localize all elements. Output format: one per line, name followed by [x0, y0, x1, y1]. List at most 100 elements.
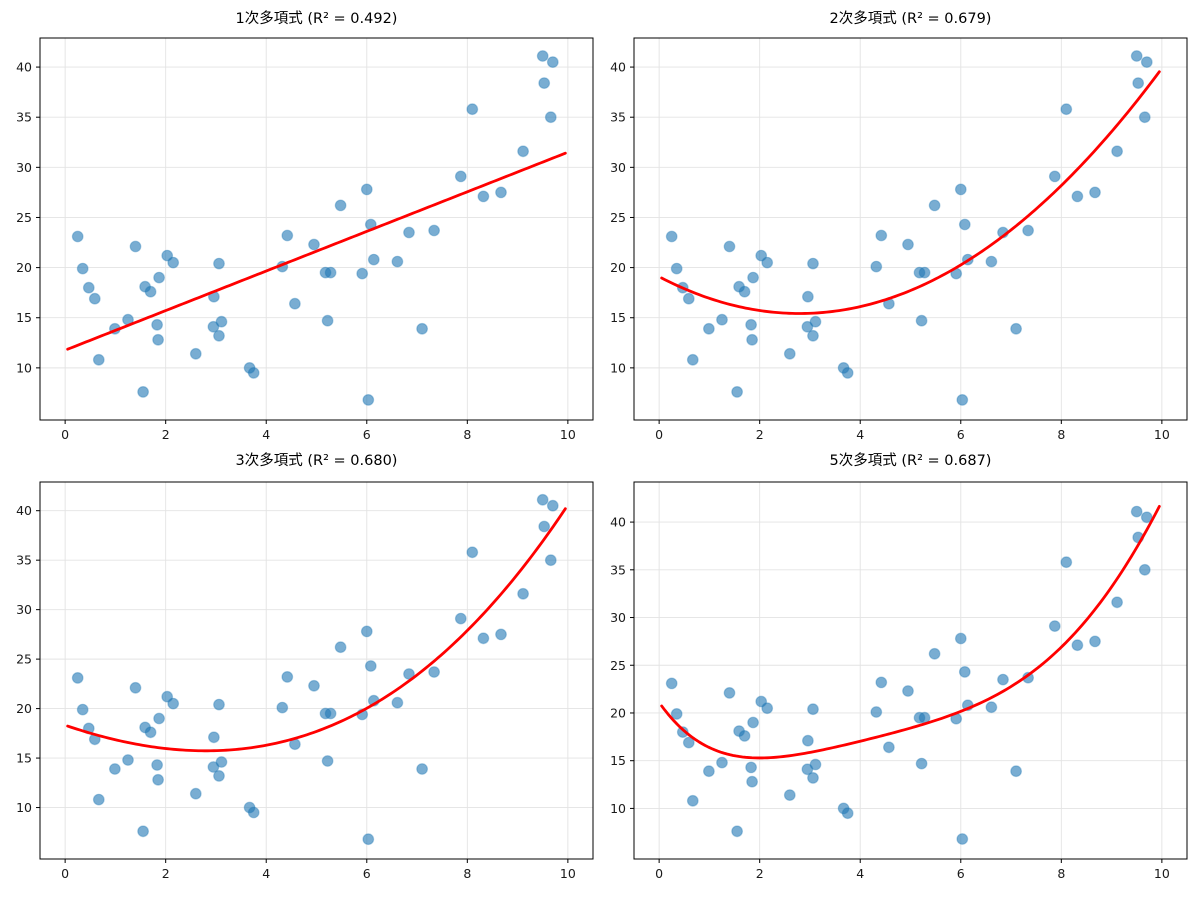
- data-point: [477, 632, 490, 645]
- grid-lines: [634, 482, 1187, 859]
- data-point: [670, 262, 683, 275]
- y-tick-label: 25: [610, 210, 626, 225]
- data-point: [1060, 556, 1073, 569]
- data-point: [783, 347, 796, 360]
- data-point: [956, 833, 969, 845]
- data-point: [71, 672, 84, 684]
- x-tick-label: 6: [957, 866, 965, 881]
- y-tick-label: 35: [16, 553, 32, 568]
- x-tick-label: 10: [560, 427, 576, 442]
- data-point: [108, 763, 121, 775]
- data-point: [137, 825, 150, 838]
- data-point: [308, 679, 320, 692]
- data-point: [207, 761, 220, 773]
- data-point: [428, 224, 441, 237]
- y-tick-label: 30: [610, 160, 626, 175]
- data-point: [122, 754, 134, 766]
- data-point: [745, 761, 757, 774]
- data-point: [870, 706, 883, 718]
- data-point: [362, 394, 375, 406]
- data-point: [807, 257, 819, 270]
- y-tick-label: 10: [610, 360, 626, 375]
- y-axis-ticks: 10 15 20 25 30 35 40: [16, 503, 40, 815]
- data-point: [161, 249, 174, 262]
- data-point: [731, 386, 743, 398]
- y-tick-label: 40: [16, 503, 32, 518]
- data-point: [928, 647, 941, 660]
- data-point: [161, 690, 174, 703]
- data-point: [802, 290, 814, 303]
- data-point: [807, 703, 819, 716]
- y-tick-label: 35: [16, 110, 32, 125]
- data-point: [416, 763, 429, 775]
- y-tick-label: 25: [16, 652, 32, 667]
- scatter-points: [71, 50, 559, 406]
- subplot-degree-1: 0 2 4 6 8 10 10 15 20 25 30 35 40: [16, 37, 594, 442]
- data-point: [92, 353, 105, 366]
- x-tick-label: 4: [856, 427, 864, 442]
- data-point: [247, 806, 260, 819]
- data-point: [213, 770, 225, 782]
- data-point: [247, 367, 260, 379]
- data-point: [665, 677, 678, 690]
- data-point: [82, 281, 95, 294]
- data-point: [928, 199, 941, 212]
- subplot-degree-2: 0 2 4 6 8 10 10 15 20 25 30 35 40: [610, 37, 1188, 442]
- data-point: [1130, 50, 1143, 62]
- data-point: [1089, 186, 1101, 199]
- data-point: [428, 666, 441, 678]
- data-point: [1111, 596, 1123, 609]
- data-point: [875, 229, 888, 242]
- data-point: [956, 394, 969, 406]
- data-point: [544, 111, 557, 124]
- x-axis-ticks: 0 2 4 6 8 10: [655, 420, 1170, 442]
- data-point: [88, 292, 101, 305]
- data-point: [985, 701, 998, 714]
- data-point: [676, 726, 689, 738]
- x-axis-ticks: 0 2 4 6 8 10: [61, 420, 576, 442]
- data-point: [151, 759, 164, 771]
- data-point: [76, 262, 89, 275]
- data-point: [783, 789, 796, 801]
- data-point: [738, 285, 751, 298]
- data-point: [416, 322, 429, 335]
- data-point: [686, 794, 699, 807]
- x-tick-label: 8: [463, 866, 471, 881]
- data-point: [716, 313, 728, 326]
- subplot-title-degree-5: 5次多項式 (R² = 0.687): [829, 453, 992, 469]
- data-point: [1132, 77, 1145, 89]
- data-point: [958, 666, 971, 678]
- data-point: [801, 763, 814, 776]
- data-point: [1130, 505, 1143, 518]
- data-point: [215, 756, 228, 768]
- y-tick-label: 40: [610, 60, 626, 75]
- data-point: [334, 641, 347, 654]
- data-point: [495, 628, 507, 641]
- data-point: [536, 50, 549, 62]
- data-point: [755, 249, 768, 262]
- fit-line-degree-3: [66, 507, 567, 753]
- data-point: [289, 297, 301, 310]
- x-tick-label: 6: [957, 427, 965, 442]
- y-tick-label: 20: [16, 260, 32, 275]
- data-point: [682, 736, 695, 749]
- x-tick-label: 0: [655, 427, 663, 442]
- data-point: [213, 698, 225, 711]
- data-point: [801, 320, 814, 333]
- data-point: [670, 708, 683, 720]
- x-tick-label: 8: [1057, 866, 1065, 881]
- data-point: [213, 257, 225, 270]
- data-point: [738, 730, 751, 742]
- data-point: [391, 696, 404, 709]
- fit-line-degree-2: [660, 70, 1161, 315]
- data-point: [466, 103, 479, 116]
- data-point: [1111, 145, 1123, 158]
- data-point: [137, 386, 150, 398]
- data-point: [902, 238, 914, 251]
- data-point: [152, 333, 165, 346]
- x-tick-label: 4: [262, 427, 270, 442]
- data-point: [152, 773, 165, 786]
- y-tick-label: 15: [16, 310, 32, 325]
- x-tick-label: 8: [1057, 427, 1065, 442]
